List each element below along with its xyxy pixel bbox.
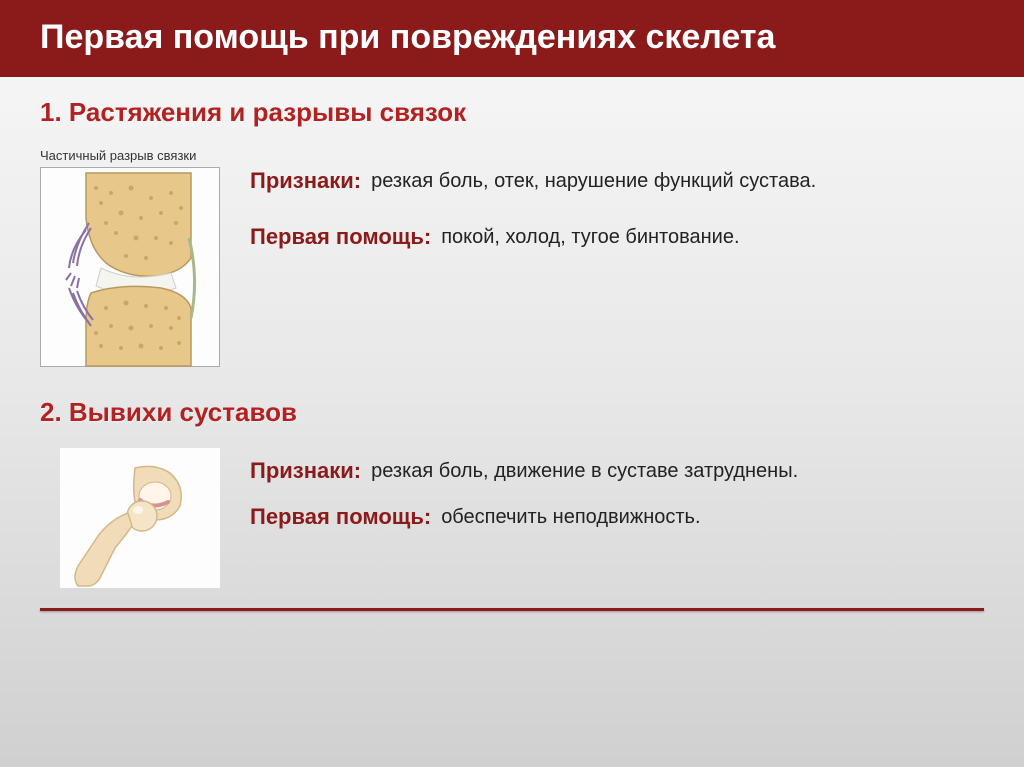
section2-heading: 2. Вывихи суставов (40, 397, 984, 428)
page-title: Первая помощь при повреждениях скелета (40, 18, 984, 57)
bottom-divider (40, 608, 984, 611)
section2-aid-label: Первая помощь: (250, 504, 431, 530)
section1-image-box: Частичный разрыв связки (40, 148, 220, 367)
section2-info: Признаки: резкая боль, движение в сустав… (250, 448, 984, 560)
section2-signs-label: Признаки: (250, 458, 361, 484)
section2-signs-text: резкая боль, движение в суставе затрудне… (371, 458, 798, 483)
dislocation-diagram (60, 448, 220, 588)
section2-aid-text: обеспечить неподвижность. (441, 504, 700, 529)
section1-signs-label: Признаки: (250, 168, 361, 194)
section1-signs-text: резкая боль, отек, нарушение функций сус… (371, 168, 816, 193)
section-2: 2. Вывихи суставов Признаки (40, 397, 984, 588)
ligament-tear-diagram (40, 167, 220, 367)
section-1: 1. Растяжения и разрывы связок Частичный… (40, 97, 984, 367)
section1-image-label: Частичный разрыв связки (40, 148, 220, 163)
section1-aid-text: покой, холод, тугое бинтование. (441, 224, 739, 249)
content-area: 1. Растяжения и разрывы связок Частичный… (0, 77, 1024, 631)
section1-heading: 1. Растяжения и разрывы связок (40, 97, 984, 128)
section1-aid-label: Первая помощь: (250, 224, 431, 250)
title-bar: Первая помощь при повреждениях скелета (0, 0, 1024, 77)
section1-info: Признаки: резкая боль, отек, нарушение ф… (250, 148, 984, 367)
